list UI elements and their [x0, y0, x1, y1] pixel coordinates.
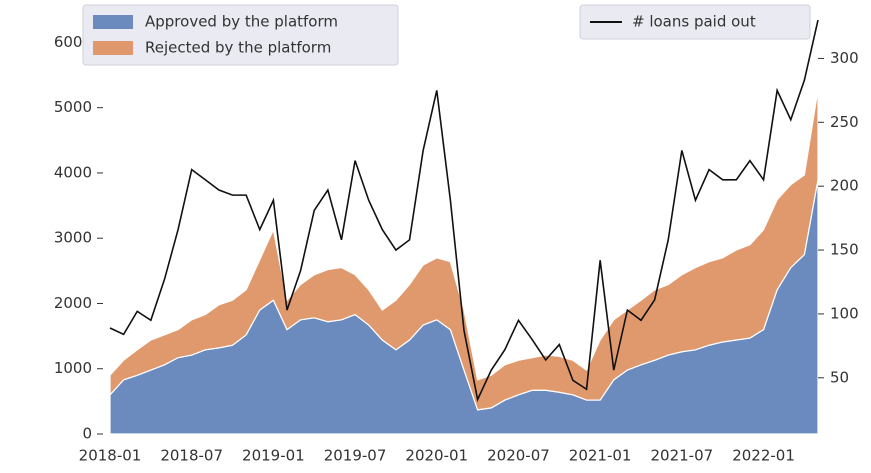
legend-box	[579, 4, 811, 40]
y2-tick-label: 300	[830, 49, 859, 67]
x-tick-label: 2018-01	[79, 447, 142, 465]
x-tick-label: 2021-01	[569, 447, 632, 465]
legend-swatch	[93, 41, 133, 55]
y2-tick-label: 50	[830, 368, 849, 386]
y-tick-label: 1000	[54, 359, 92, 377]
x-tick-label: 2018-07	[160, 447, 223, 465]
y-tick-label: 0	[82, 425, 92, 443]
y-tick-label: 6000	[54, 33, 92, 51]
y2-tick-label: 250	[830, 113, 859, 131]
legend-label: Rejected by the platform	[145, 39, 331, 57]
x-tick-label: 2019-01	[242, 447, 305, 465]
x-tick-label: 2020-07	[487, 447, 550, 465]
y2-tick-label: 150	[830, 241, 859, 259]
legend: Approved by the platform Rejected by the …	[82, 4, 399, 66]
legend-label: Approved by the platform	[145, 13, 338, 31]
area	[109, 89, 819, 411]
y-tick-label: 5000	[54, 98, 92, 116]
y-tick-label: 4000	[54, 163, 92, 181]
x-tick-label: 2021-07	[651, 447, 714, 465]
legend: # loans paid out	[579, 4, 811, 40]
legend-swatch	[93, 15, 133, 29]
x-tick-label: 2019-07	[324, 447, 387, 465]
line	[109, 19, 819, 403]
y-tick-label: 2000	[54, 294, 92, 312]
x-tick-label: 2022-01	[732, 447, 795, 465]
legend-label: # loans paid out	[632, 13, 756, 31]
legend-box	[82, 4, 399, 66]
y2-tick-label: 100	[830, 304, 859, 322]
y2-tick-label: 200	[830, 177, 859, 195]
y-tick-label: 3000	[54, 229, 92, 247]
x-tick-label: 2020-01	[405, 447, 468, 465]
